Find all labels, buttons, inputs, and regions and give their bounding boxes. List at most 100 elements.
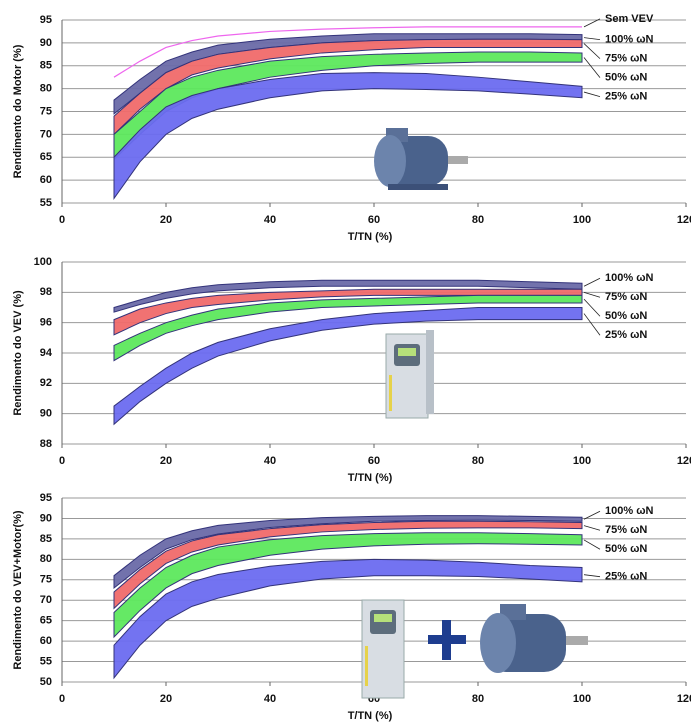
y-tick-label: 94: [40, 347, 53, 359]
inverter-icon: [385, 330, 434, 419]
leader-line: [583, 574, 601, 578]
leader-line: [583, 43, 601, 59]
inverter-side: [426, 330, 434, 414]
motor-shaft: [566, 636, 588, 645]
x-tick-label: 40: [264, 455, 276, 467]
plots: 55 60 65 70 75 80 85 90 95 0 20 40 60 80 100 120 T/TN (%…: [12, 13, 691, 722]
y-tick-label: 70: [40, 594, 52, 606]
y-tick-label: 80: [40, 553, 52, 565]
x-tick-label: 60: [368, 455, 380, 467]
x-tick-label: 80: [472, 693, 484, 705]
y-tick-label: 95: [40, 14, 52, 26]
y-axis-label: Rendimento do VEV (%): [12, 290, 24, 416]
legend-label: 75% ωN: [605, 524, 647, 536]
y-tick-label: 70: [40, 128, 52, 140]
plus-v: [442, 620, 451, 660]
x-tick-label: 100: [573, 214, 591, 226]
x-tick-label: 120: [677, 455, 691, 467]
legend-label: 25% ωN: [605, 571, 647, 583]
y-axis-label: Rendimento do Motor (%): [12, 44, 24, 178]
y-tick-label: 60: [40, 635, 52, 647]
leader-line: [583, 525, 601, 531]
y-axis-label: Rendimento do VEV+Motor(%): [12, 510, 24, 670]
motor-foot: [388, 184, 448, 190]
plus-sign: [428, 620, 466, 660]
y-tick-label: 96: [40, 317, 52, 329]
y-tick-label: 95: [40, 492, 52, 504]
x-axis-label: T/TN (%): [348, 231, 393, 243]
leader-line: [583, 313, 601, 336]
inverter-icon: [361, 599, 405, 699]
y-tick-label: 100: [34, 256, 52, 268]
motor-icon: [374, 128, 468, 190]
x-axis-label: T/TN (%): [348, 472, 393, 484]
y-tick-label: 65: [40, 615, 52, 627]
y-tick-label: 55: [40, 655, 52, 667]
inverter-display: [374, 614, 392, 622]
leader-line: [583, 18, 601, 28]
legend-label: 50% ωN: [605, 543, 647, 555]
x-tick-label: 0: [59, 455, 65, 467]
x-tick-label: 20: [160, 214, 172, 226]
leader-line: [583, 57, 601, 78]
x-tick-label: 0: [59, 214, 65, 226]
x-tick-label: 100: [573, 455, 591, 467]
band: [113, 307, 583, 426]
inverter-display: [398, 348, 416, 356]
x-tick-label: 60: [368, 214, 380, 226]
y-tick-label: 55: [40, 197, 52, 209]
band: [113, 520, 583, 610]
leader-line: [583, 298, 601, 317]
y-tick-label: 80: [40, 83, 52, 95]
motor-end: [480, 613, 516, 673]
band: [113, 532, 583, 639]
x-axis-label: T/TN (%): [348, 710, 393, 722]
motor-shaft: [448, 156, 468, 164]
legend-label: Sem VEV: [605, 13, 654, 25]
leader-line: [583, 539, 601, 550]
leader-line: [583, 91, 601, 97]
y-tick-label: 85: [40, 60, 52, 72]
motor-end: [374, 135, 406, 187]
y-tick-label: 60: [40, 174, 52, 186]
band: [113, 515, 583, 589]
band: [113, 558, 583, 680]
legend-label: 100% ωN: [605, 505, 653, 517]
leader-line: [583, 277, 601, 287]
y-tick-label: 85: [40, 533, 52, 545]
y-tick-label: 65: [40, 151, 52, 163]
y-tick-label: 90: [40, 37, 52, 49]
motor-icon: [480, 604, 588, 673]
x-tick-label: 80: [472, 214, 484, 226]
legend-label: 100% ωN: [605, 272, 653, 284]
legend-label: 50% ωN: [605, 310, 647, 322]
x-tick-label: 20: [160, 455, 172, 467]
y-tick-label: 50: [40, 676, 52, 688]
band: [113, 72, 583, 200]
y-tick-label: 92: [40, 377, 52, 389]
line: [113, 26, 582, 78]
x-tick-label: 0: [59, 693, 65, 705]
y-tick-label: 75: [40, 105, 52, 117]
legend-label: 25% ωN: [605, 329, 647, 341]
leader-line: [583, 37, 601, 41]
x-tick-label: 40: [264, 693, 276, 705]
y-tick-label: 90: [40, 512, 52, 524]
band: [113, 294, 583, 362]
x-tick-label: 80: [472, 455, 484, 467]
legend-label: 25% ωN: [605, 91, 647, 103]
leader-line: [583, 510, 601, 520]
y-tick-label: 75: [40, 574, 52, 586]
legend-label: 50% ωN: [605, 72, 647, 84]
leader-line: [583, 291, 601, 298]
x-tick-label: 40: [264, 214, 276, 226]
band: [113, 38, 583, 136]
x-tick-label: 120: [677, 214, 691, 226]
x-tick-label: 120: [677, 693, 691, 705]
y-tick-label: 88: [40, 438, 52, 450]
legend-label: 75% ωN: [605, 53, 647, 65]
y-tick-label: 98: [40, 286, 52, 298]
y-tick-label: 90: [40, 408, 52, 420]
